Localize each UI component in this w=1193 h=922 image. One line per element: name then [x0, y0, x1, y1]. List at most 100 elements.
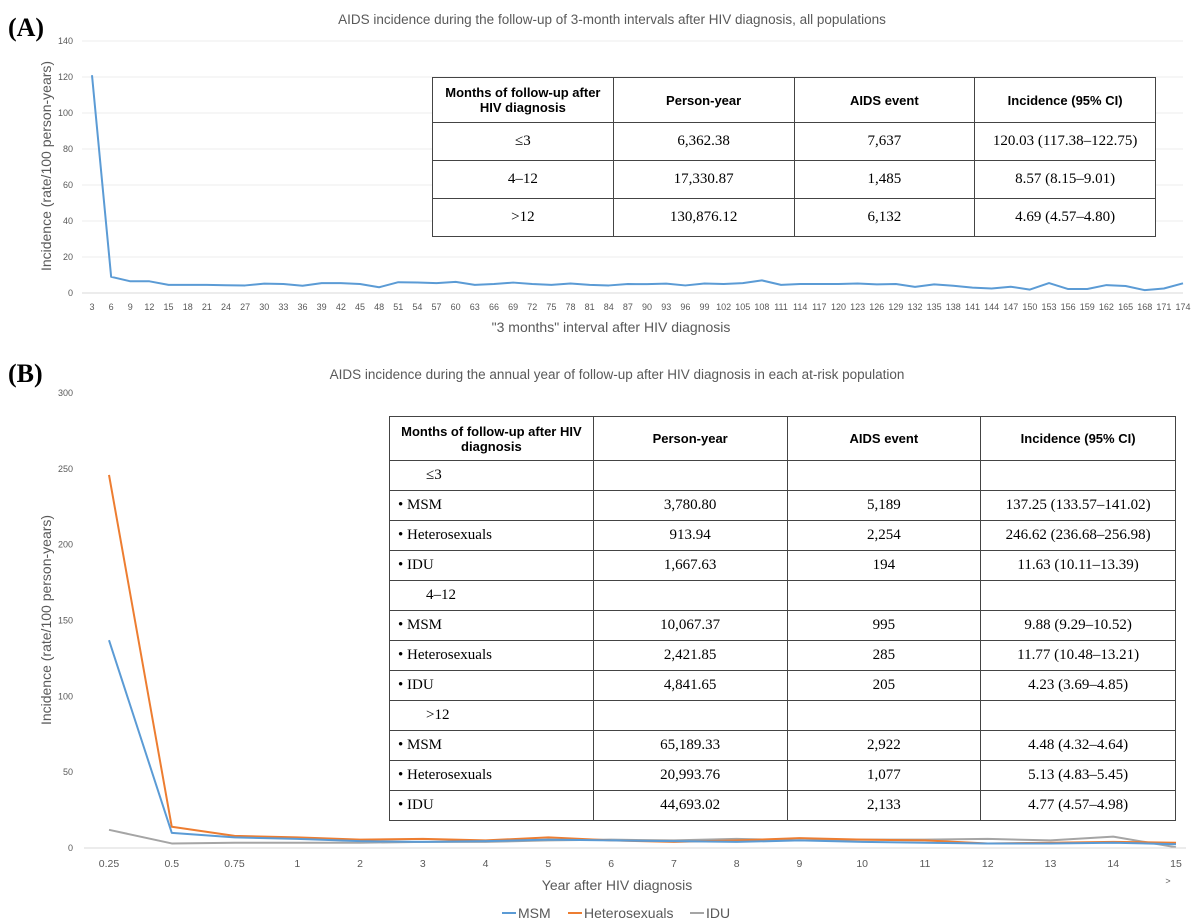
panel-b-x-ticks: 0.25 0.5 0.75 1 2 3 4 5 6 7 8 9 10 11 12 13 14 15> [99, 858, 1182, 886]
table-cell: 4.69 (4.57–4.80) [974, 198, 1156, 237]
x-tick-label: 4 [483, 858, 489, 870]
x-tick-label: 63 [470, 302, 480, 312]
panel-b: (B) AIDS incidence during the annual yea… [8, 359, 1186, 921]
x-tick-label: 57 [432, 302, 442, 312]
y-tick-label: 120 [58, 72, 73, 82]
x-tick-label: 42 [336, 302, 346, 312]
x-tick-label: 36 [298, 302, 308, 312]
table-cell: 6,362.38 [612, 122, 795, 161]
y-tick-label: 300 [58, 388, 73, 398]
table-cell: 5.13 (4.83–5.45) [980, 760, 1176, 791]
x-tick-label: 141 [965, 302, 980, 312]
table-cell: • IDU [389, 550, 594, 581]
y-tick-label: 50 [63, 767, 73, 777]
y-tick-label: 140 [58, 36, 73, 46]
table-row: >12 130,876.12 6,132 4.69 (4.57–4.80) [432, 198, 1156, 237]
x-tick-label: 111 [774, 302, 788, 312]
table-cell: 137.25 (133.57–141.02) [980, 490, 1176, 521]
table-row: • MSM 3,780.80 5,189 137.25 (133.57–141.… [389, 490, 1176, 521]
panel-b-inset-table: Months of follow-up after HIV diagnosis … [389, 416, 1176, 821]
y-tick-label: 200 [58, 540, 73, 550]
table-header-cell: Person-year [612, 77, 795, 123]
x-tick-label: 99 [699, 302, 709, 312]
table-cell: • MSM [389, 490, 594, 521]
table-cell: 2,421.85 [592, 640, 788, 671]
x-tick-label: 12 [982, 858, 994, 870]
legend-label: IDU [706, 905, 730, 921]
x-tick-label: 117 [812, 302, 826, 312]
table-row: • Heterosexuals 913.94 2,254 246.62 (236… [389, 520, 1176, 551]
x-tick-label: 39 [317, 302, 327, 312]
table-cell: 194 [786, 550, 982, 581]
x-tick-label: 7 [671, 858, 677, 870]
table-cell: 246.62 (236.68–256.98) [980, 520, 1176, 551]
x-tick-label: 90 [642, 302, 652, 312]
x-tick-label: 0.25 [99, 858, 120, 870]
x-tick-label: 150 [1022, 302, 1037, 312]
table-cell: 4.77 (4.57–4.98) [980, 790, 1176, 821]
table-row: • Heterosexuals 20,993.76 1,077 5.13 (4.… [389, 760, 1176, 791]
table-group-row: ≤3 [389, 460, 1176, 491]
table-header-cell: Months of follow-up after HIV diagnosis [389, 416, 594, 461]
y-tick-label: 60 [63, 180, 73, 190]
table-cell: • Heterosexuals [389, 640, 594, 671]
table-cell: 4,841.65 [592, 670, 788, 701]
table-cell: 17,330.87 [612, 160, 795, 199]
table-cell: • IDU [389, 670, 594, 701]
y-tick-label: 80 [63, 144, 73, 154]
table-cell: • Heterosexuals [389, 760, 594, 791]
legend-label: MSM [518, 905, 551, 921]
table-header-row: Months of follow-up after HIV diagnosis … [389, 416, 1176, 461]
y-tick-label: 0 [68, 843, 73, 853]
table-cell: 7,637 [793, 122, 976, 161]
x-tick-label: 105 [735, 302, 750, 312]
x-tick-label: 9 [128, 302, 133, 312]
table-cell: 11.77 (10.48–13.21) [980, 640, 1176, 671]
x-tick-label: 33 [278, 302, 288, 312]
x-tick-label: 174 [1175, 302, 1190, 312]
table-header-row: Months of follow-up after HIV diagnosis … [432, 77, 1156, 123]
x-tick-label: 66 [489, 302, 499, 312]
panel-b-series [108, 474, 1177, 849]
x-tick-label: 171 [1156, 302, 1171, 312]
x-tick-label: 165 [1118, 302, 1133, 312]
panel-b-legend: MSM Heterosexuals IDU [502, 905, 730, 921]
x-tick-label: 162 [1099, 302, 1114, 312]
table-cell: 4.48 (4.32–4.64) [980, 730, 1176, 761]
x-tick-label: 54 [412, 302, 422, 312]
table-row: • MSM 10,067.37 995 9.88 (9.29–10.52) [389, 610, 1176, 641]
x-tick-label: 14 [1107, 858, 1119, 870]
panel-a-label: (A) [8, 13, 44, 42]
x-tick-extra-label: > [1165, 876, 1170, 886]
x-tick-label: 102 [716, 302, 731, 312]
x-tick-label: 144 [984, 302, 999, 312]
x-tick-label: 13 [1045, 858, 1057, 870]
panel-b-y-ticks: 0 50 100 150 200 250 300 [58, 388, 73, 853]
x-tick-label: 72 [527, 302, 537, 312]
table-cell: 205 [786, 670, 982, 701]
x-tick-label: 27 [240, 302, 250, 312]
y-tick-label: 100 [58, 691, 73, 701]
table-row: • Heterosexuals 2,421.85 285 11.77 (10.4… [389, 640, 1176, 671]
x-tick-label: 120 [831, 302, 846, 312]
panel-a-x-ticks: 3 6 9 12 15 18 21 24 27 30 33 36 39 42 45 48 51 54 57 60 63 6… [89, 302, 1190, 312]
x-tick-label: 69 [508, 302, 518, 312]
table-cell: 1,077 [786, 760, 982, 791]
table-header-cell: AIDS event [786, 416, 982, 461]
table-group-label: ≤3 [389, 460, 594, 491]
x-tick-label: 60 [451, 302, 461, 312]
table-row: • IDU 4,841.65 205 4.23 (3.69–4.85) [389, 670, 1176, 701]
x-tick-label: 153 [1042, 302, 1057, 312]
x-tick-label: 129 [888, 302, 903, 312]
panel-b-title: AIDS incidence during the annual year of… [330, 367, 905, 382]
table-group-row: 4–12 [389, 580, 1176, 611]
table-cell: 995 [786, 610, 982, 641]
x-tick-label: 51 [393, 302, 403, 312]
x-tick-label: 84 [604, 302, 614, 312]
table-cell: 4.23 (3.69–4.85) [980, 670, 1176, 701]
table-cell: 913.94 [592, 520, 788, 551]
x-tick-label: 6 [608, 858, 614, 870]
table-cell: 285 [786, 640, 982, 671]
x-tick-label: 8 [734, 858, 740, 870]
x-tick-label: 15 [1170, 858, 1182, 870]
